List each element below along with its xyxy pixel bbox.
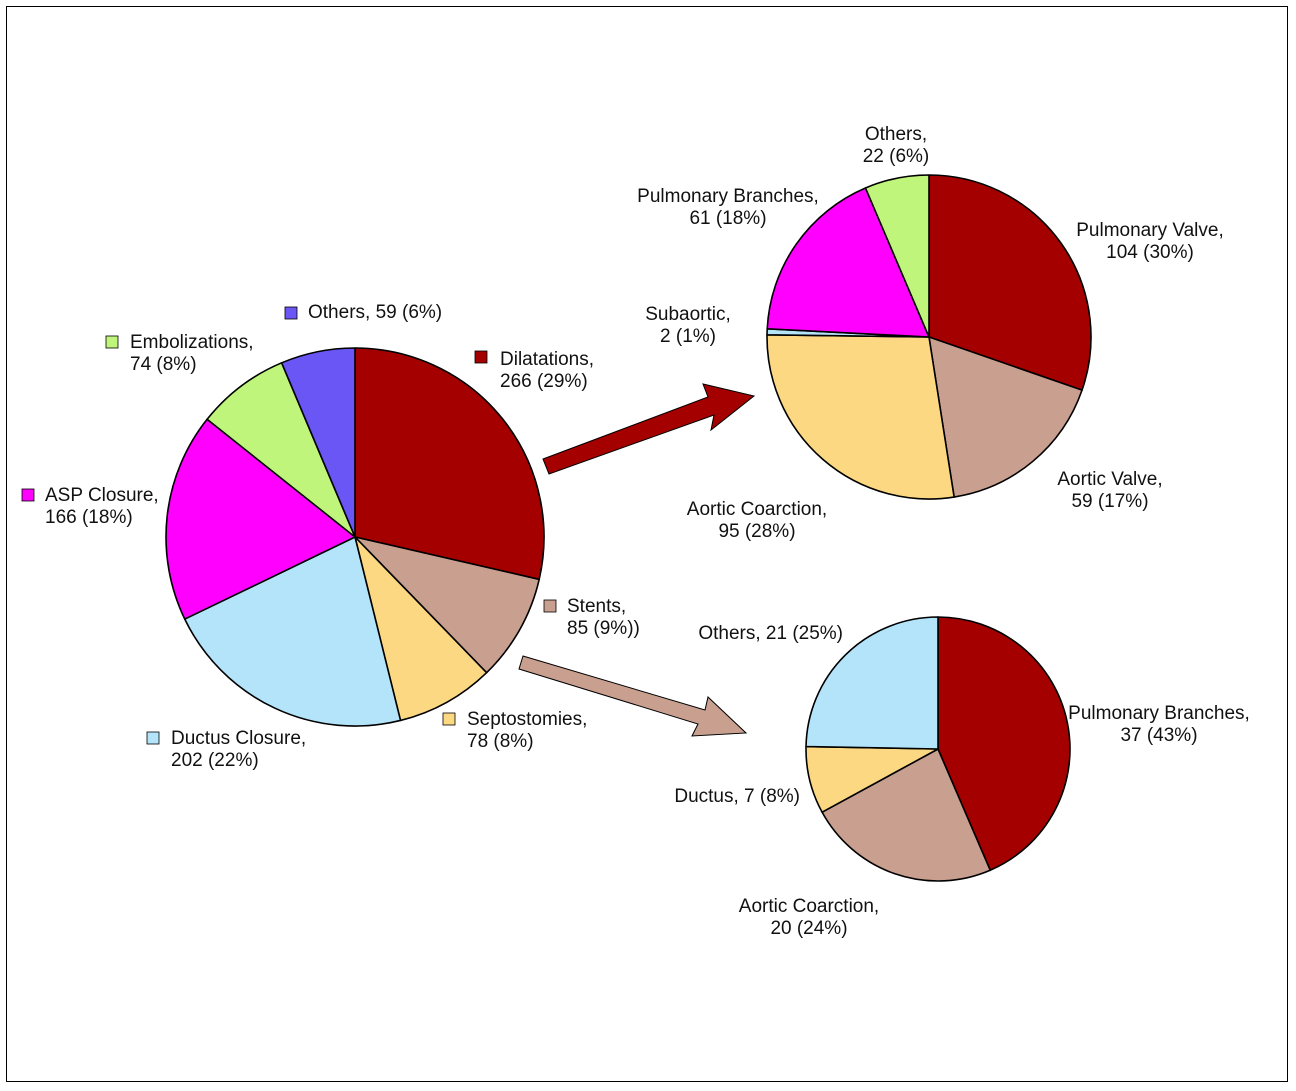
slice-procedures-septostomies [354,536,488,722]
label-line-1: Pulmonary Branches, [1068,703,1250,724]
label-line-2: 166 (18%) [45,507,133,528]
label-dilatations-pulmonary-valve: Pulmonary Valve, 104 (30%) [1076,220,1224,263]
legend-swatch-embolizations [105,335,119,349]
pie-stents [805,616,1071,882]
label-line-1: Others, 59 (6%) [308,302,442,323]
label-line-1: Aortic Coarction, [739,896,879,917]
label-line-2: 22 (6%) [863,146,930,167]
label-procedures-others-59-6: Others, 59 (6%) [308,302,442,323]
label-line-2: 61 (18%) [689,208,766,229]
label-line-2: 2 (1%) [660,326,716,347]
chart-frame [6,6,1288,1082]
label-stents-aortic-coarction: Aortic Coarction, 20 (24%) [739,896,879,939]
slice-procedures-embolizations [206,362,356,538]
label-procedures-dilatations: Dilatations, 266 (29%) [500,349,594,392]
slice-stents-others-21-25 [805,616,939,750]
pie-procedures [165,347,545,727]
label-procedures-asp-closure: ASP Closure, 166 (18%) [45,485,159,528]
label-line-2: 104 (30%) [1106,242,1194,263]
label-line-2: 78 (8%) [467,731,534,752]
pie-dilatations [766,174,1092,500]
label-procedures-septostomies: Septostomies, 78 (8%) [467,709,587,752]
label-line-1: ASP Closure, [45,485,159,506]
label-line-2: 266 (29%) [500,371,588,392]
label-line-1: Stents, [567,596,626,617]
pies-layer [165,174,1092,882]
label-line-1: Others, [865,124,927,145]
label-line-1: Others, 21 (25%) [698,623,843,644]
label-dilatations-pulmonary-branches: Pulmonary Branches, 61 (18%) [637,186,819,229]
slice-dilatations-aortic-coarction [766,333,955,500]
slice-stents-pulmonary-branches [937,616,1071,872]
label-line-2: 202 (22%) [171,750,259,771]
label-line-1: Aortic Coarction, [687,499,827,520]
label-stents-ductus-7-8: Ductus, 7 (8%) [674,786,800,807]
label-line-2: 20 (24%) [770,918,847,939]
legend-swatch-ductus-closure [146,731,160,745]
label-dilatations-subaortic: Subaortic, 2 (1%) [645,304,731,347]
slice-stents-aortic-coarction [821,748,991,882]
label-line-1: Septostomies, [467,709,587,730]
label-dilatations-aortic-valve: Aortic Valve, 59 (17%) [1057,469,1162,512]
slice-procedures-others-59-6 [280,347,356,538]
label-line-2: 74 (8%) [130,354,197,375]
label-procedures-stents: Stents, 85 (9%)) [567,596,640,639]
label-dilatations-others: Others, 22 (6%) [863,124,930,167]
arrow-dilatations-to-dilatations [542,383,756,475]
label-procedures-embolizations: Embolizations, 74 (8%) [130,332,254,375]
label-line-2: 37 (43%) [1120,725,1197,746]
label-line-2: 59 (17%) [1071,491,1148,512]
slice-procedures-stents [354,536,540,674]
legend-swatch-septostomies [442,712,456,726]
label-line-2: 95 (28%) [718,521,795,542]
slice-procedures-asp-closure [165,418,356,620]
label-procedures-ductus-closure: Ductus Closure, 202 (22%) [171,728,306,771]
label-line-1: Pulmonary Branches, [637,186,819,207]
slice-dilatations-aortic-valve [928,336,1083,498]
label-line-1: Aortic Valve, [1057,469,1162,490]
slice-dilatations-others [864,174,930,338]
label-line-1: Dilatations, [500,349,594,370]
legend-swatch-asp-closure [21,488,35,502]
label-line-1: Pulmonary Valve, [1076,220,1224,241]
slice-dilatations-pulmonary-branches [766,187,930,338]
label-stents-others-21-25: Others, 21 (25%) [698,623,843,644]
legend-swatch-dilatations [474,350,488,364]
label-line-1: Subaortic, [645,304,731,325]
slice-procedures-ductus-closure [183,536,402,727]
label-line-2: 85 (9%)) [567,618,640,639]
labels-layer: Dilatations, 266 (29%) Stents, 85 (9%)) Sept… [21,124,1250,939]
legend-swatch-others-59-6 [284,306,298,320]
slice-dilatations-pulmonary-valve [928,174,1092,391]
label-stents-pulmonary-branches: Pulmonary Branches, 37 (43%) [1068,703,1250,746]
arrows-layer [518,383,756,737]
label-line-1: Ductus Closure, [171,728,306,749]
slice-procedures-dilatations [354,347,545,581]
label-line-1: Ductus, 7 (8%) [674,786,800,807]
legend-swatch-stents [543,599,557,613]
label-line-1: Embolizations, [130,332,254,353]
label-dilatations-aortic-coarction: Aortic Coarction, 95 (28%) [687,499,827,542]
arrow-stents-to-stents [518,655,748,737]
